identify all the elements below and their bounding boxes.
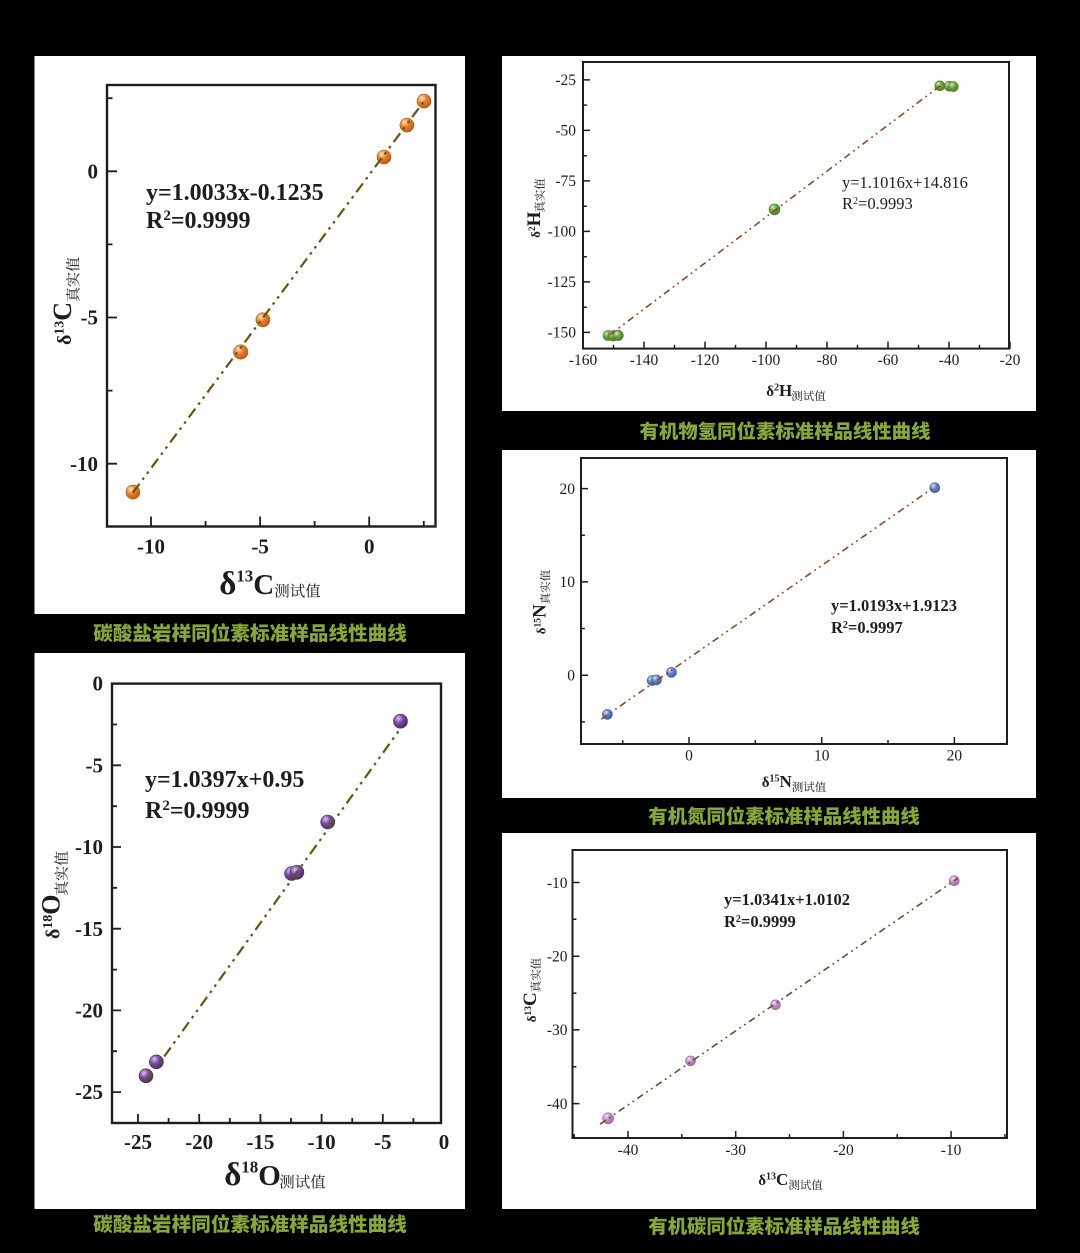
svg-text:0: 0 <box>685 748 693 765</box>
svg-text:-25: -25 <box>124 1130 152 1154</box>
svg-text:y=1.0193x+1.9123: y=1.0193x+1.9123 <box>831 596 957 615</box>
svg-text:-40: -40 <box>939 352 960 369</box>
svg-text:H: H <box>524 211 545 226</box>
svg-text:10: 10 <box>814 748 830 765</box>
svg-text:15: 15 <box>534 618 544 628</box>
svg-text:-10: -10 <box>137 535 165 559</box>
svg-text:-20: -20 <box>185 1130 213 1154</box>
svg-text:20: 20 <box>560 481 576 498</box>
svg-text:δ: δ <box>758 1173 766 1189</box>
svg-text:δ: δ <box>54 335 76 345</box>
svg-text:O: O <box>37 895 66 915</box>
svg-text:-150: -150 <box>548 325 577 342</box>
svg-text:-60: -60 <box>878 352 899 369</box>
svg-text:-40: -40 <box>547 1096 568 1113</box>
svg-text:C: C <box>520 992 541 1006</box>
svg-text:-30: -30 <box>547 1022 568 1039</box>
svg-text:R2=0.9999: R2=0.9999 <box>145 798 250 824</box>
svg-text:-5: -5 <box>81 306 99 330</box>
svg-text:y=1.0397x+0.95: y=1.0397x+0.95 <box>145 767 304 793</box>
svg-text:0: 0 <box>439 1130 450 1154</box>
svg-text:C: C <box>776 1170 788 1189</box>
svg-text:R2=0.9999: R2=0.9999 <box>146 208 251 234</box>
svg-text:13: 13 <box>766 1171 776 1182</box>
svg-text:O: O <box>258 1160 281 1192</box>
svg-text:-100: -100 <box>548 224 577 241</box>
svg-text:-30: -30 <box>725 1142 746 1159</box>
svg-text:C: C <box>48 302 77 321</box>
svg-text:0: 0 <box>364 535 375 559</box>
svg-text:-10: -10 <box>75 835 103 859</box>
svg-text:10: 10 <box>560 574 576 591</box>
svg-text:2: 2 <box>774 382 779 393</box>
svg-text:-20: -20 <box>75 999 103 1023</box>
svg-text:-15: -15 <box>75 917 103 941</box>
svg-text:R2=0.9999: R2=0.9999 <box>724 912 796 931</box>
svg-text:-40: -40 <box>618 1142 639 1159</box>
svg-text:-25: -25 <box>555 72 576 89</box>
svg-text:18: 18 <box>241 1157 258 1176</box>
svg-text:0: 0 <box>93 672 104 696</box>
svg-text:δ: δ <box>224 1157 241 1193</box>
svg-text:y=1.0033x-0.1235: y=1.0033x-0.1235 <box>146 180 324 206</box>
svg-text:-10: -10 <box>308 1130 336 1154</box>
svg-text:δ: δ <box>43 929 65 939</box>
svg-text:-140: -140 <box>630 352 659 369</box>
svg-text:0: 0 <box>567 668 575 685</box>
svg-text:13: 13 <box>52 321 67 335</box>
svg-text:-160: -160 <box>569 352 598 369</box>
svg-text:13: 13 <box>524 1006 534 1016</box>
svg-text:-10: -10 <box>70 452 98 476</box>
svg-text:-5: -5 <box>86 753 104 777</box>
svg-text:-20: -20 <box>1000 352 1021 369</box>
svg-text:18: 18 <box>41 915 56 929</box>
svg-text:20: 20 <box>947 748 963 765</box>
svg-text:y=1.0341x+1.0102: y=1.0341x+1.0102 <box>724 890 850 909</box>
svg-text:-50: -50 <box>555 123 576 140</box>
svg-text:13: 13 <box>236 566 253 585</box>
svg-text:-120: -120 <box>691 352 720 369</box>
svg-text:15: 15 <box>769 773 779 784</box>
svg-text:-5: -5 <box>374 1130 392 1154</box>
svg-text:-10: -10 <box>547 875 568 892</box>
svg-text:-100: -100 <box>752 352 781 369</box>
svg-text:R2=0.9997: R2=0.9997 <box>831 618 903 637</box>
svg-text:2: 2 <box>528 226 538 231</box>
svg-text:-125: -125 <box>548 274 577 291</box>
svg-text:δ: δ <box>219 566 236 602</box>
svg-text:-5: -5 <box>251 535 269 559</box>
svg-text:N: N <box>530 604 551 618</box>
svg-text:-80: -80 <box>817 352 838 369</box>
svg-text:δ: δ <box>762 775 770 791</box>
svg-text:0: 0 <box>88 159 99 183</box>
svg-text:-20: -20 <box>833 1142 854 1159</box>
svg-text:δ: δ <box>766 384 774 400</box>
svg-text:δ: δ <box>534 627 549 634</box>
svg-text:δ: δ <box>524 1015 539 1022</box>
svg-text:y=1.1016x+14.816: y=1.1016x+14.816 <box>842 173 968 192</box>
svg-text:C: C <box>253 569 274 601</box>
svg-text:δ: δ <box>528 231 543 238</box>
svg-text:-75: -75 <box>555 173 576 190</box>
svg-text:-10: -10 <box>941 1142 962 1159</box>
svg-text:N: N <box>779 772 792 791</box>
svg-text:H: H <box>779 381 792 400</box>
svg-text:R2=0.9993: R2=0.9993 <box>842 194 913 213</box>
svg-text:-15: -15 <box>246 1130 274 1154</box>
svg-text:-20: -20 <box>547 949 568 966</box>
svg-text:-25: -25 <box>75 1080 103 1104</box>
